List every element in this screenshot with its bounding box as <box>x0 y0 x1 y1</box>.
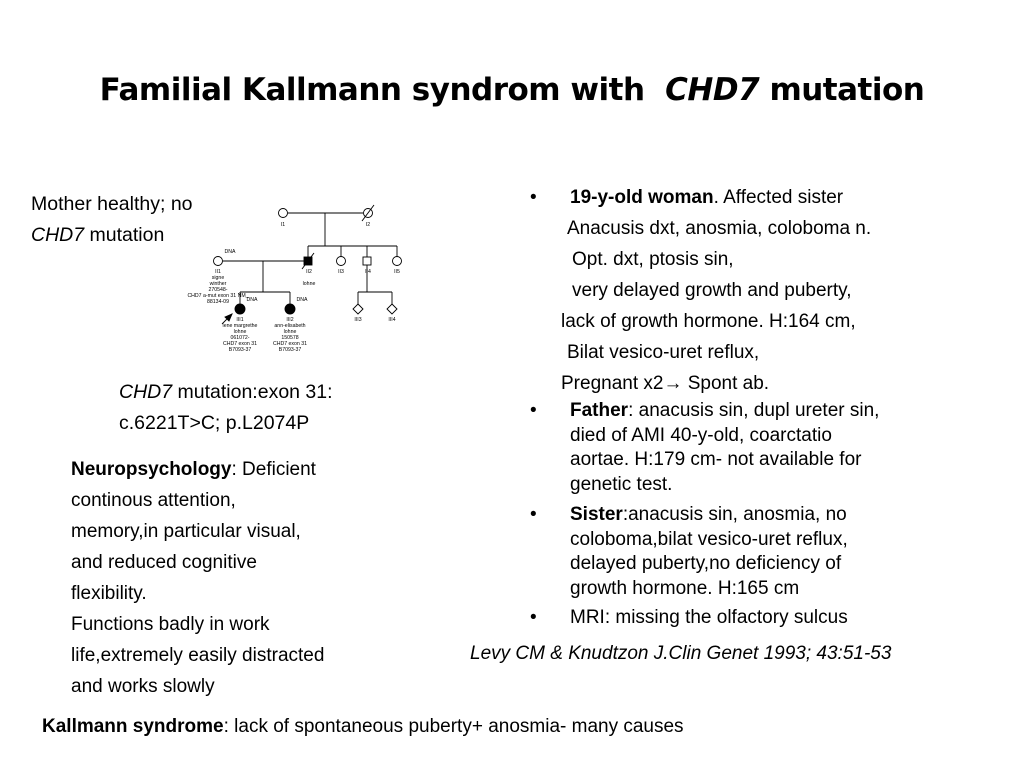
pedigree-ii1-female <box>213 256 223 266</box>
pedigree-iii2-affected-female <box>284 303 296 315</box>
pedigree-chart: I1 I2 DNA II1 signe winther 270548- CHD7… <box>187 204 402 353</box>
ped-label-iii4: III4 <box>388 317 395 323</box>
mother-note-line2: CHD7 mutation <box>31 220 193 251</box>
bullet-dot: • <box>530 187 537 208</box>
case-line-5: Pregnant x2→ Spont ab. <box>561 373 770 394</box>
ped-label-ii5: II5 <box>394 269 400 275</box>
sister-line-2: delayed puberty,no deficiency of <box>570 553 842 574</box>
sister-bold: Sister <box>570 504 623 525</box>
ped-ii1-info-2: 270548- <box>208 287 227 293</box>
mri-text: MRI: missing the olfactory sulcus <box>570 607 848 628</box>
ped-label-i2: I2 <box>366 222 370 228</box>
case-line-4: Bilat vesico-uret reflux, <box>567 342 760 363</box>
pedigree-iii4-diamond <box>386 303 398 315</box>
father-line-1: died of AMI 40-y-old, coarctatio <box>570 424 832 446</box>
father-first-rest: : anacusis sin, dupl ureter sin, <box>628 400 880 421</box>
ped-iii2-info-4: B7093-37 <box>279 347 302 353</box>
ped-ii1-info-1: winther <box>210 281 227 287</box>
father-line-3: genetic test. <box>570 473 673 495</box>
ped-iii2-info-1: lohne <box>284 329 297 335</box>
title-gene: CHD7 <box>665 72 760 108</box>
pedigree-i1-female <box>278 208 288 218</box>
sister-line-3: growth hormone. H:165 cm <box>570 577 800 599</box>
ped-dna-iii1: DNA <box>247 297 258 303</box>
neuro-line-6: life,extremely easily distracted <box>71 645 325 666</box>
bullet-dot: • <box>530 400 537 421</box>
ped-label-ii1: II1 <box>215 269 221 275</box>
ped-iii1-info-3: CHD7 exon 31 <box>223 341 257 347</box>
mri-bullet: • MRI: missing the olfactory sulcus <box>530 606 848 631</box>
mother-note: Mother healthy; no CHD7 mutation <box>31 189 193 251</box>
case-line-3: lack of growth hormone. H:164 cm, <box>561 311 856 332</box>
ped-label-iii3: III3 <box>354 317 361 323</box>
neuro-line-0: Neuropsychology: Deficient <box>71 454 401 485</box>
case-line-2: very delayed growth and puberty, <box>572 280 852 301</box>
pedigree-ii5-female <box>392 256 402 266</box>
mother-note-gene: CHD7 <box>31 224 85 246</box>
ped-iii1-info-2: 061072- <box>230 335 249 341</box>
neuro-first-rest: : Deficient <box>231 459 316 480</box>
father-line-0: Father: anacusis sin, dupl ureter sin, <box>570 399 879 424</box>
ped-label-ii4: II4 <box>365 269 371 275</box>
bullet-dot: • <box>530 607 537 628</box>
citation: Levy CM & Knudtzon J.Clin Genet 1993; 43… <box>470 643 892 664</box>
ped-iii2-info-3: CHD7 exon 31 <box>273 341 307 347</box>
case-head-bold: 19-y-old woman <box>570 187 714 208</box>
ped-label-iii1: III1 <box>236 317 243 323</box>
bottom-note: Kallmann syndrome: lack of spontaneous p… <box>42 716 684 738</box>
pedigree-ii3-female <box>336 256 346 266</box>
ped-ii1-info-3: CHD7 a-mut exon 31 NM_ <box>187 293 248 299</box>
mutation-note: CHD7 mutation:exon 31: c.6221T>C; p.L207… <box>119 377 333 439</box>
case-bullet: • 19-y-old woman. Affected sister <box>530 182 844 213</box>
bullet-dot: • <box>530 504 537 525</box>
neuro-line-3: and reduced cognitive <box>71 552 257 573</box>
father-bold: Father <box>570 400 629 421</box>
neuro-line-7: and works slowly <box>71 676 215 697</box>
neuro-line-5: Functions badly in work <box>71 614 270 635</box>
bottom-bold: Kallmann syndrome <box>42 716 224 737</box>
ped-dna-iii2: DNA <box>297 297 308 303</box>
ped-label-iii2: III2 <box>286 317 293 323</box>
mutation-note-gene: CHD7 <box>119 381 173 403</box>
neuro-line-2: memory,in particular visual, <box>71 521 301 542</box>
case-line-1: Opt. dxt, ptosis sin, <box>572 249 734 270</box>
ped-ii1-info-0: signe <box>212 275 225 281</box>
ped-iii2-info-0: ann-elisabeth <box>274 323 305 329</box>
title-post: mutation <box>769 72 925 108</box>
neuropsychology-block: Neuropsychology: Deficient continous att… <box>71 454 401 702</box>
sister-line-0: Sister:anacusis sin, anosmia, no <box>570 503 848 528</box>
sister-bullet: • Sister:anacusis sin, anosmia, no colob… <box>530 503 848 601</box>
pedigree-iii3-diamond <box>352 303 364 315</box>
ped-iii1-info-0: lene margrethe <box>223 323 258 329</box>
mutation-note-rest: mutation:exon 31: <box>172 381 333 403</box>
ped-label-ii2: II2 <box>306 269 312 275</box>
ped-label-i1: I1 <box>281 222 285 228</box>
ped-ii2-name: lohne <box>303 281 316 287</box>
neuro-heading: Neuropsychology <box>71 459 232 480</box>
sister-line-1: coloboma,bilat vesico-uret reflux, <box>570 528 848 550</box>
neuro-line-4: flexibility. <box>71 583 147 604</box>
mother-note-rest: mutation <box>84 224 165 246</box>
slide-title: Familial Kallmann syndrom with CHD7 muta… <box>0 72 1024 108</box>
ped-dna-ii1: DNA <box>225 249 236 255</box>
mother-note-line1: Mother healthy; no <box>31 193 193 215</box>
ped-ii1-info-4: 88134-09 <box>207 299 229 305</box>
father-bullet: • Father: anacusis sin, dupl ureter sin,… <box>530 399 879 497</box>
mutation-note-line2: c.6221T>C; p.L2074P <box>119 412 310 434</box>
bottom-rest: : lack of spontaneous puberty+ anosmia- … <box>223 716 684 737</box>
case-line-0: Anacusis dxt, anosmia, coloboma n. <box>567 218 872 239</box>
ped-iii1-info-4: B7093-37 <box>229 347 252 353</box>
ped-iii2-info-2: 150578 <box>281 335 298 341</box>
sister-first-rest: :anacusis sin, anosmia, no <box>622 504 847 525</box>
mutation-note-line1: CHD7 mutation:exon 31: <box>119 377 333 408</box>
father-line-2: aortae. H:179 cm- not available for <box>570 449 862 470</box>
case-head-rest: . Affected sister <box>713 187 844 208</box>
pedigree-ii4-male <box>362 256 372 266</box>
neuro-line-1: continous attention, <box>71 490 236 511</box>
pedigree-iii1-affected-female <box>234 303 246 315</box>
title-pre: Familial Kallmann syndrom with <box>99 72 645 108</box>
ped-label-ii3: II3 <box>338 269 344 275</box>
ped-iii1-info-1: lohne <box>234 329 247 335</box>
